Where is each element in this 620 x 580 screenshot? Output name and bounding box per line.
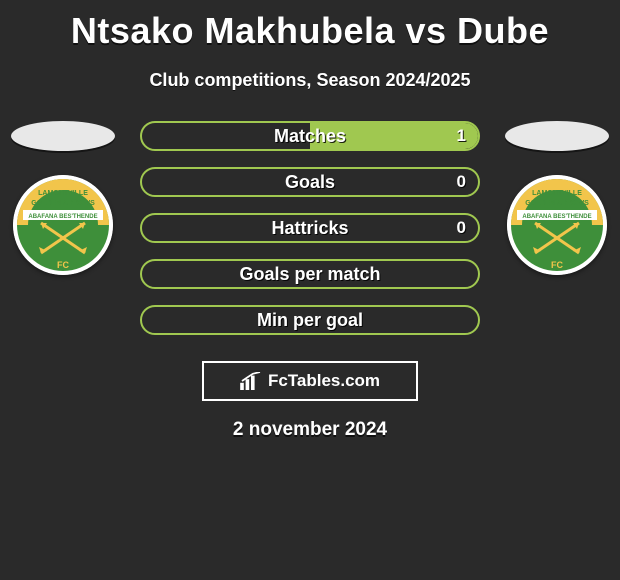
stat-label: Goals per match <box>239 264 380 285</box>
stat-label: Min per goal <box>257 310 363 331</box>
right-avatar-placeholder <box>505 121 609 151</box>
brand-tag[interactable]: FcTables.com <box>202 361 418 401</box>
comparison-stage: LAMONTVILLE GOLDEN ARROWS ABAFANA BES'TH… <box>0 121 620 441</box>
right-player-col: LAMONTVILLE GOLDEN ARROWS ABAFANA BES'TH… <box>502 121 612 275</box>
date-line: 2 november 2024 <box>0 419 620 441</box>
stat-label: Hattricks <box>271 218 348 239</box>
svg-text:FC: FC <box>551 260 563 270</box>
left-club-badge: LAMONTVILLE GOLDEN ARROWS ABAFANA BES'TH… <box>13 175 113 275</box>
golden-arrows-badge-icon: LAMONTVILLE GOLDEN ARROWS ABAFANA BES'TH… <box>13 175 113 275</box>
svg-text:LAMONTVILLE: LAMONTVILLE <box>532 190 582 197</box>
stat-bar: Goals per match <box>140 259 480 289</box>
stat-label: Matches <box>274 126 346 147</box>
page-title: Ntsako Makhubela vs Dube <box>0 0 620 52</box>
brand-label: FcTables.com <box>268 371 380 391</box>
stat-value-right: 0 <box>457 172 466 192</box>
svg-text:FC: FC <box>57 260 69 270</box>
stat-bar: Min per goal <box>140 305 480 335</box>
svg-text:ABAFANA BES'THENDE: ABAFANA BES'THENDE <box>522 214 591 220</box>
stat-bars: Matches 1 Goals 0 Hattricks 0 Goals per match M… <box>140 121 480 335</box>
stat-bar: Matches 1 <box>140 121 480 151</box>
svg-text:ABAFANA BES'THENDE: ABAFANA BES'THENDE <box>28 214 97 220</box>
stat-label: Goals <box>285 172 335 193</box>
stat-bar: Hattricks 0 <box>140 213 480 243</box>
stat-bar: Goals 0 <box>140 167 480 197</box>
left-avatar-placeholder <box>11 121 115 151</box>
golden-arrows-badge-icon: LAMONTVILLE GOLDEN ARROWS ABAFANA BES'TH… <box>507 175 607 275</box>
right-club-badge: LAMONTVILLE GOLDEN ARROWS ABAFANA BES'TH… <box>507 175 607 275</box>
svg-text:GOLDEN ARROWS: GOLDEN ARROWS <box>31 200 95 207</box>
svg-text:GOLDEN ARROWS: GOLDEN ARROWS <box>525 200 589 207</box>
left-player-col: LAMONTVILLE GOLDEN ARROWS ABAFANA BES'TH… <box>8 121 118 275</box>
subtitle: Club competitions, Season 2024/2025 <box>0 70 620 91</box>
chart-icon <box>240 372 262 390</box>
svg-text:LAMONTVILLE: LAMONTVILLE <box>38 190 88 197</box>
stat-value-right: 0 <box>457 218 466 238</box>
stat-value-right: 1 <box>457 126 466 146</box>
